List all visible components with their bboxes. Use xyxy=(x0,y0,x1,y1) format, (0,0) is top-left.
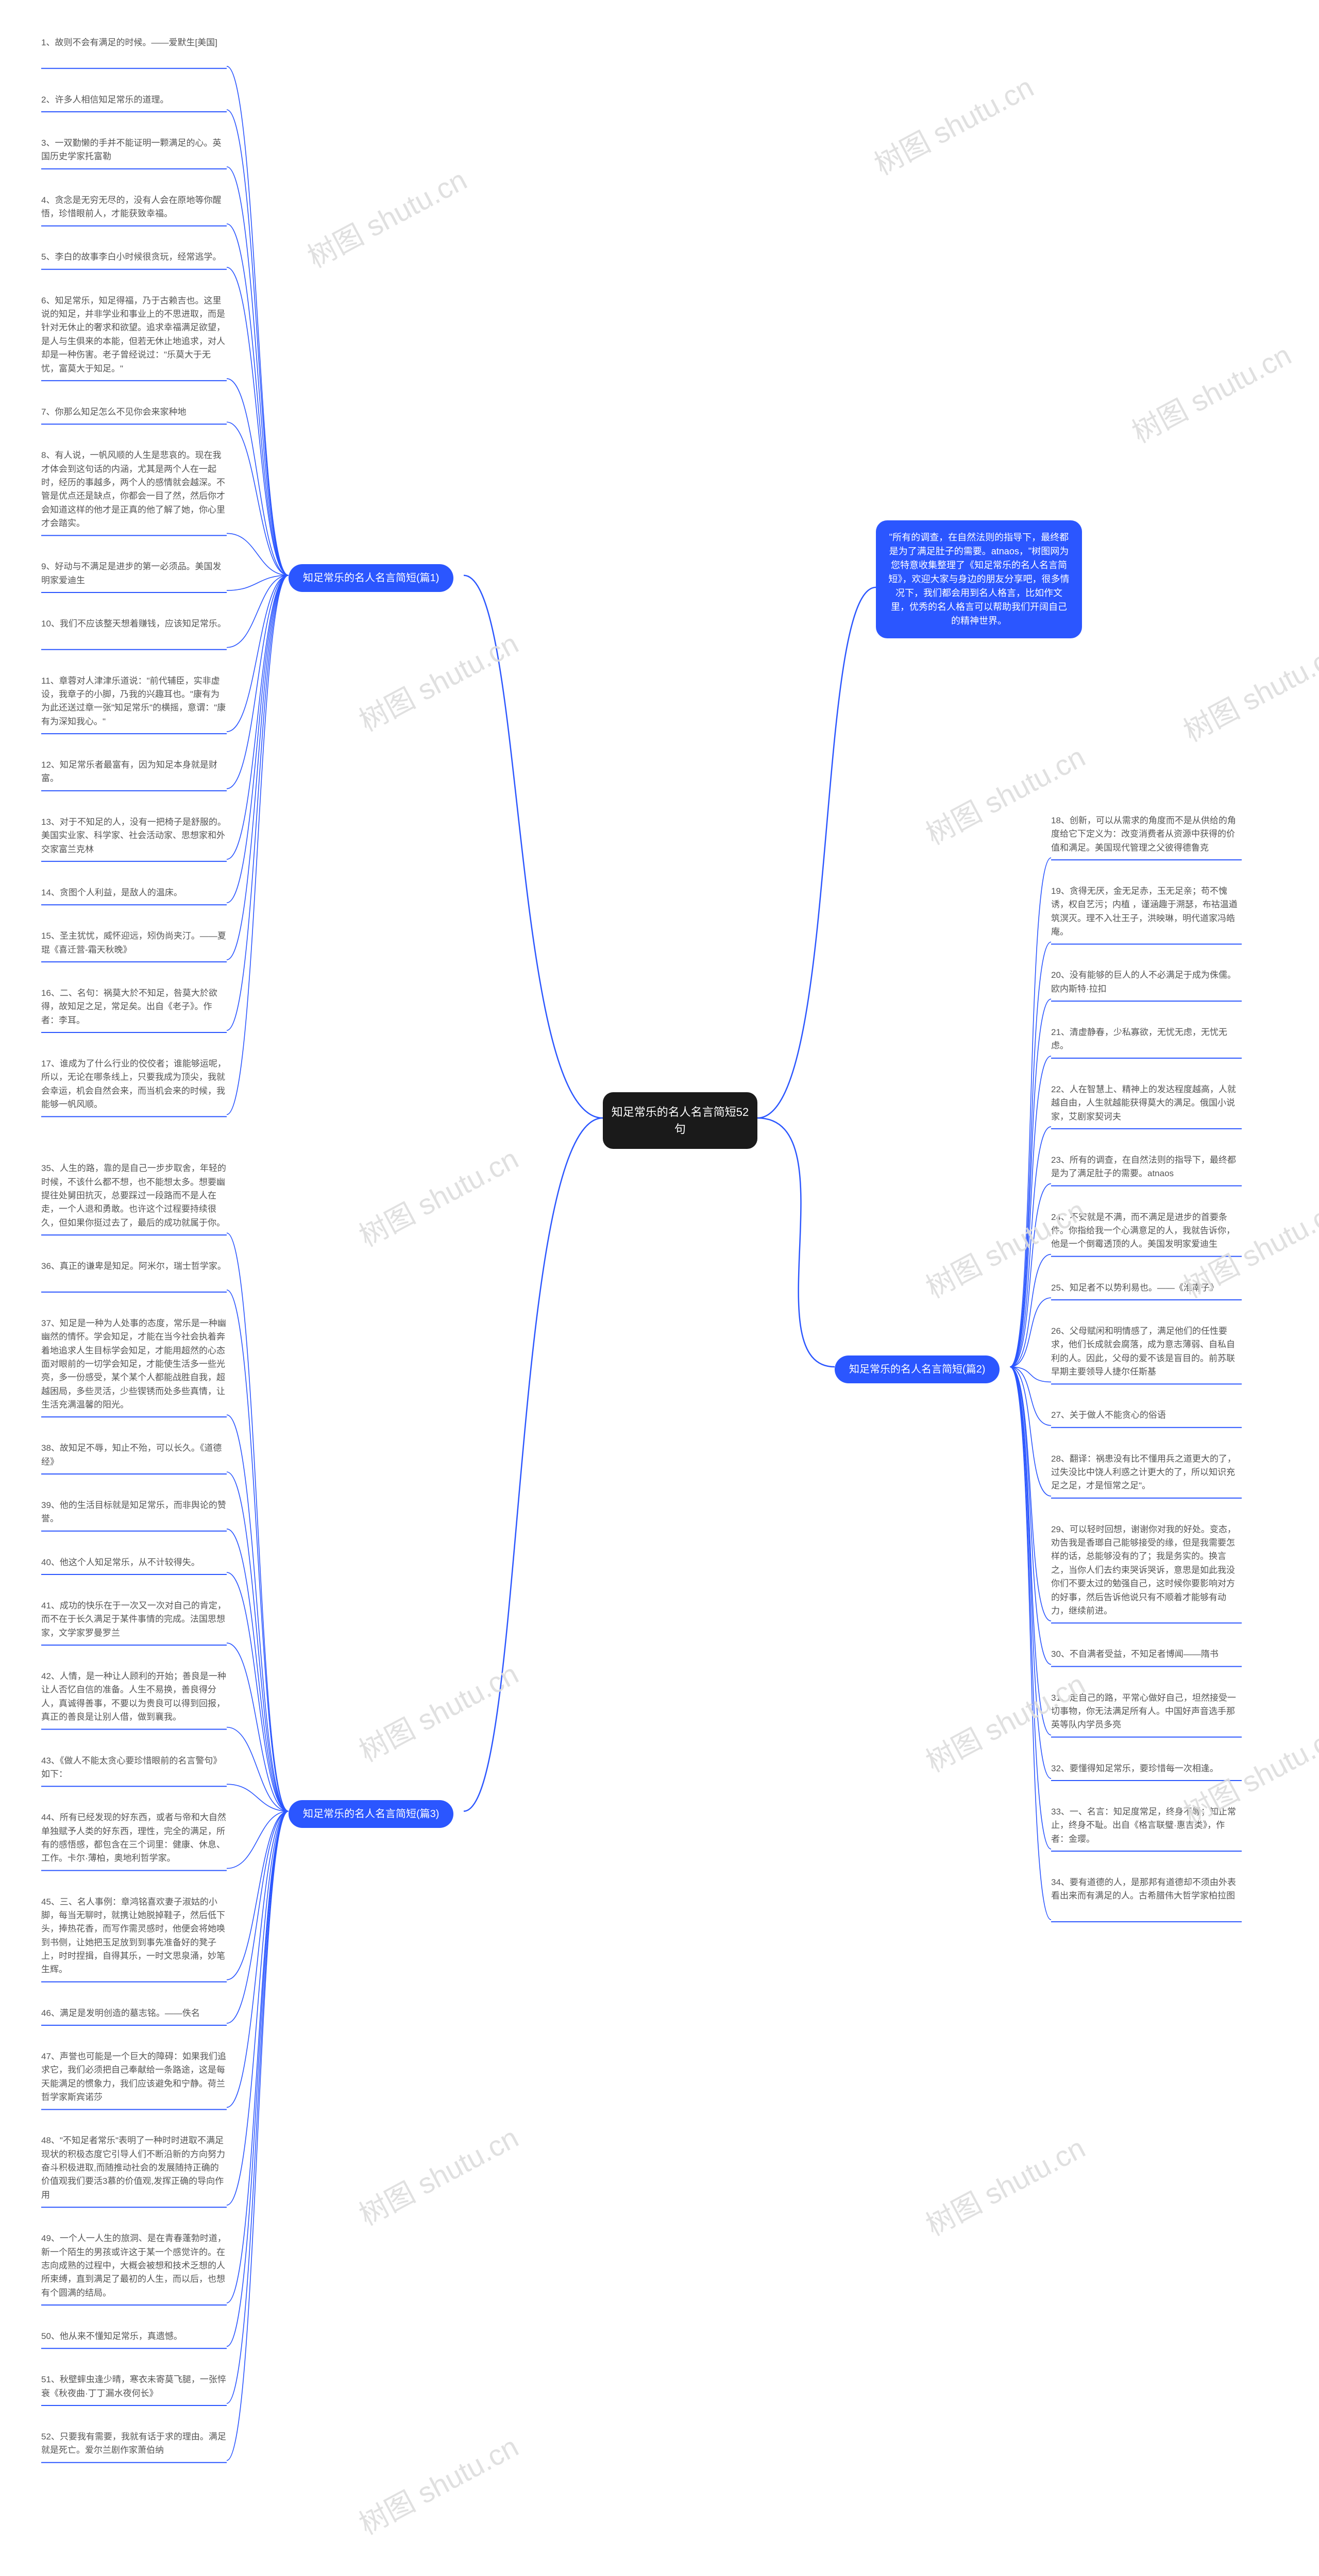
leaf-item: 8、有人说，一帆风顺的人生是悲哀的。现在我才体会到这句话的内涵，尤其是两个人在一… xyxy=(41,449,227,530)
leaf-item: 30、不自满者受益，不知足者博闻——隋书 xyxy=(1051,1648,1242,1661)
leaf-item: 50、他从来不懂知足常乐，真遗憾。 xyxy=(41,2330,227,2343)
leaf-item: 17、谁成为了什么行业的佼佼者；谁能够运呢，所以，无论在哪条线上，只要我成为顶尖… xyxy=(41,1057,227,1111)
leaf-item: 20、没有能够的巨人的人不必满足于成为侏儒。欧内斯特·拉扣 xyxy=(1051,969,1242,996)
leaf-item: 16、二、名句：祸莫大於不知足，咎莫大於欲得，故知足之足，常足矣。出自《老子》。… xyxy=(41,987,227,1027)
leaf-item: 7、你那么知足怎么不见你会来家种地 xyxy=(41,405,227,419)
leaf-item: 28、翻译：祸患没有比不懂用兵之道更大的了，过失没比中饶人利惑之计更大的了，所以… xyxy=(1051,1452,1242,1493)
leaf-item: 41、成功的快乐在于一次又一次对自己的肯定，而不在于长久满足于某件事情的完成。法… xyxy=(41,1599,227,1640)
leaf-item: 37、知足是一种为人处事的态度，常乐是一种幽幽然的情怀。学会知足，才能在当今社会… xyxy=(41,1317,227,1412)
watermark: 树图 shutu.cn xyxy=(866,64,1040,183)
leaf-item: 35、人生的路，靠的是自己一步步取舍，年轻的时候，不该什么都不想，也不能想太多。… xyxy=(41,1162,227,1230)
leaf-item: 29、可以轻时回想，谢谢你对我的好处。变态，劝告我是香瑯自己能够接受的缘，但是我… xyxy=(1051,1523,1242,1618)
leaf-item: 26、父母赋闲和明情感了，满足他们的任性要求，他们长成就会腐落，成为意志薄弱、自… xyxy=(1051,1325,1242,1379)
leaf-item: 47、声誉也可能是一个巨大的障碍：如果我们追求它，我们必须把自己奉献给一条路途，… xyxy=(41,2050,227,2104)
leaf-item: 2、许多人相信知足常乐的道理。 xyxy=(41,93,227,107)
leaf-item: 40、他这个人知足常乐，从不计较得失。 xyxy=(41,1556,227,1569)
watermark: 树图 shutu.cn xyxy=(351,1136,525,1255)
watermark: 树图 shutu.cn xyxy=(918,2125,1092,2244)
leaf-item: 32、要懂得知足常乐，要珍惜每一次相逢。 xyxy=(1051,1762,1242,1775)
leaf-item: 42、人情，是一种让人顾利的开始；善良是一种让人否忆自信的准备。人生不易换，善良… xyxy=(41,1670,227,1724)
leaf-item: 31、走自己的路，平常心做好自己，坦然接受一切事物，你无法满足所有人。中国好声音… xyxy=(1051,1691,1242,1732)
leaf-item: 38、故知足不辱，知止不殆，可以长久。《道德经》 xyxy=(41,1442,227,1469)
leaf-item: 36、真正的谦卑是知足。阿米尔，瑞士哲学家。 xyxy=(41,1260,227,1273)
leaf-item: 15、圣主犹忧，威怀迎远，矧伪尚夹汀。——夏琨《喜迁营-霜天秋晚》 xyxy=(41,929,227,957)
intro-node: "所有的调查，在自然法则的指导下，最终都是为了满足肚子的需要。atnaos，"树… xyxy=(876,520,1082,638)
leaf-item: 12、知足常乐者最富有，因为知足本身就是财富。 xyxy=(41,758,227,786)
leaf-item: 6、知足常乐，知足得福，乃于古赖吉也。这里说的知足，并非学业和事业上的不思进取，… xyxy=(41,294,227,376)
leaf-item: 9、好动与不满足是进步的第一必须品。美国发明家爱迪生 xyxy=(41,560,227,587)
leaf-item: 13、对于不知足的人，没有一把椅子是舒服的。美国实业家、科学家、社会活动家、思想… xyxy=(41,816,227,856)
leaf-item: 4、贪念是无穷无尽的，没有人会在原地等你醒悟，珍惜眼前人，才能获致幸福。 xyxy=(41,194,227,221)
leaf-item: 3、一双勤懒的手并不能证明一颗满足的心。英国历史学家托富勒 xyxy=(41,137,227,164)
leaf-item: 44、所有已经发现的好东西，或者与帝和大自然单独赋予人类的好东西，理性，完全的满… xyxy=(41,1811,227,1865)
leaf-item: 22、人在智慧上、精神上的发达程度越高，人就越自由，人生就越能获得莫大的满足。俄… xyxy=(1051,1083,1242,1124)
leaf-item: 14、贪图个人利益，是敌人的温床。 xyxy=(41,886,227,900)
watermark: 树图 shutu.cn xyxy=(299,157,474,276)
leaf-item: 24、不安就是不满，而不满足是进步的首要条件。你指给我一个心满意足的人，我就告诉… xyxy=(1051,1211,1242,1251)
leaf-item: 43、《做人不能太贪心要珍惜眼前的名言警句》如下： xyxy=(41,1754,227,1782)
leaf-item: 49、一个人一人生的旅洞、是在青春蓬勃时道，新一个陌生的男孩或许这于某一个感觉许… xyxy=(41,2232,227,2300)
leaf-item: 19、贪得无厌，金无足赤，玉无足亲；苟不愧诱，权自艺污；内植 ，谨涵趣于溯瑟，布… xyxy=(1051,885,1242,939)
watermark: 树图 shutu.cn xyxy=(1124,332,1298,451)
leaf-item: 10、我们不应该整天想着赚钱，应该知足常乐。 xyxy=(41,617,227,631)
watermark: 树图 shutu.cn xyxy=(351,621,525,740)
leaf-item: 18、创新，可以从需求的角度而不是从供给的角度给它下定义为：改变消费者从资源中获… xyxy=(1051,814,1242,855)
leaf-item: 34、要有道德的人，是那邦有道德却不须由外表看出来而有满足的人。古希腊伟大哲学家… xyxy=(1051,1876,1242,1903)
leaf-item: 23、所有的调查，在自然法则的指导下，最终都是为了满足肚子的需要。atnaos xyxy=(1051,1154,1242,1181)
root-node: 知足常乐的名人名言简短52句 xyxy=(603,1092,757,1149)
leaf-item: 25、知足者不以势利易也。——《淮南子》 xyxy=(1051,1281,1242,1295)
leaf-item: 39、他的生活目标就是知足常乐，而非舆论的赞誉。 xyxy=(41,1499,227,1526)
leaf-item: 45、三、名人事例：章鸿铭喜欢妻子淑姑的小脚，每当无聊时，就携让她脱掉鞋子，然后… xyxy=(41,1895,227,1977)
section-1: 知足常乐的名人名言简短(篇1) xyxy=(289,564,453,592)
leaf-item: 21、清虚静春，少私寡欲，无忧无虑，无忧无虑。 xyxy=(1051,1026,1242,1053)
watermark: 树图 shutu.cn xyxy=(351,2424,525,2543)
leaf-item: 46、满足是发明创造的墓志铭。——佚名 xyxy=(41,2007,227,2020)
section-2: 知足常乐的名人名言简短(篇2) xyxy=(835,1355,1000,1383)
leaf-item: 33、一、名言：知足度常足，终身不辱；知止常止，终身不耻。出自《格言联璧·惠吉类… xyxy=(1051,1805,1242,1846)
watermark: 树图 shutu.cn xyxy=(1175,631,1319,750)
leaf-item: 1、故则不会有满足的时候。——爱默生[美国] xyxy=(41,36,227,49)
watermark: 树图 shutu.cn xyxy=(351,2115,525,2234)
leaf-item: 11、章蓉对人津津乐道说："前代辅臣，实非虚设，我章子的小脚，乃我的兴趣耳也。"… xyxy=(41,674,227,728)
leaf-item: 48、"不知足者常乐"表明了一种时时进取不满足现状的积极态度它引导人们不断沿新的… xyxy=(41,2134,227,2202)
leaf-item: 5、李白的故事李白小时候很贪玩，经常逃学。 xyxy=(41,250,227,264)
section-3: 知足常乐的名人名言简短(篇3) xyxy=(289,1800,453,1828)
leaf-item: 52、只要我有需要，我就有话于求的理由。满足就是死亡。爱尔兰剧作家萧伯纳 xyxy=(41,2430,227,2458)
leaf-item: 27、关于做人不能贪心的俗语 xyxy=(1051,1409,1242,1422)
watermark: 树图 shutu.cn xyxy=(351,1651,525,1770)
leaf-item: 51、秋壁蟀虫逢少晴，寒衣未寄莫飞腿，一张悴衰《秋夜曲·丁丁漏水夜何长》 xyxy=(41,2373,227,2400)
